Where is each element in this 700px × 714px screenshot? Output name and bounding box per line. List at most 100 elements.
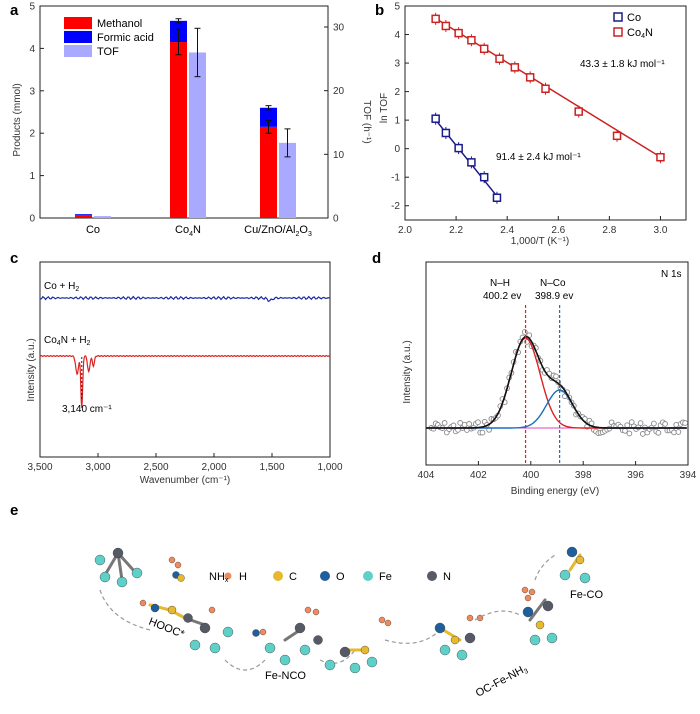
panel-b-plot: 2.0 2.2 2.4 2.6 2.8 3.0 -2 -1 0 1 2 3 4 5 bbox=[391, 2, 687, 236]
data-point-co4n bbox=[441, 21, 451, 31]
atom-fe bbox=[439, 644, 451, 656]
panel-b-ytick-label: 2 bbox=[394, 87, 400, 98]
panel-c: c 3,500 3,000 2,500 2,000 1,500 1,000 Intensi… bbox=[10, 250, 343, 486]
data-point-co4n bbox=[656, 152, 665, 162]
panel-d-frame bbox=[425, 261, 689, 466]
atom-fe bbox=[579, 572, 591, 584]
panel-a-ytick-label: 3 bbox=[29, 86, 35, 97]
panel-e-label: e bbox=[10, 502, 18, 519]
atom-n bbox=[183, 613, 193, 623]
atom-o bbox=[150, 603, 160, 613]
panel-c-label: c bbox=[10, 250, 18, 267]
atom-o bbox=[434, 622, 446, 634]
data-point bbox=[475, 419, 481, 426]
atom-h bbox=[524, 594, 532, 602]
label-fe-co: Fe-CO bbox=[570, 589, 603, 601]
label-fe-nco: Fe-NCO bbox=[265, 670, 306, 682]
atom-fe bbox=[299, 644, 311, 656]
atom-fe bbox=[456, 649, 468, 661]
legend-atom-label-n: N bbox=[443, 571, 451, 583]
atom-c bbox=[535, 620, 545, 630]
data-point-co4n bbox=[574, 107, 583, 116]
atom-h bbox=[304, 606, 312, 614]
atom-c bbox=[360, 645, 370, 655]
panel-b-xtick-label: 3.0 bbox=[654, 225, 668, 236]
legend-atom-n bbox=[427, 571, 437, 581]
legend-atom-h bbox=[224, 572, 232, 580]
data-point bbox=[626, 430, 633, 437]
spectrum-co-h2 bbox=[39, 295, 330, 303]
legend-atom-fe bbox=[363, 571, 373, 581]
label-co-h2: Co + H2 bbox=[44, 281, 79, 293]
panel-d-xtick-label: 404 bbox=[418, 470, 435, 481]
bond bbox=[528, 598, 547, 622]
legend-swatch-tof bbox=[64, 45, 92, 57]
legend-label-co: Co bbox=[627, 12, 641, 24]
panel-b-ylabel: ln TOF bbox=[379, 93, 390, 123]
fit-envelope bbox=[426, 335, 687, 429]
panel-e: e H C O Fe N HOOC* NHx Fe-NCO OC-Fe-NH3 Fe-C… bbox=[10, 502, 603, 700]
panel-d-xtick-label: 400 bbox=[522, 470, 539, 481]
panel-a-xtick-label: Co4N bbox=[175, 224, 201, 238]
data-point-co bbox=[454, 143, 463, 153]
annotation-co-ea: 91.4 ± 2.4 kJ mol⁻¹ bbox=[496, 152, 581, 163]
atom-fe bbox=[116, 576, 128, 588]
legend-label-methanol: Methanol bbox=[97, 18, 142, 30]
panel-c-xtick-label: 2,000 bbox=[201, 462, 226, 473]
panel-e-legend: H C O Fe N bbox=[224, 571, 451, 583]
atom-h bbox=[208, 606, 216, 614]
data-point bbox=[622, 427, 628, 434]
panel-b-ytick-label: 1 bbox=[394, 116, 400, 127]
atom-fe bbox=[279, 654, 291, 666]
panel-b-xlabel: 1,000/T (K⁻¹) bbox=[511, 236, 569, 247]
panel-a-xtick-label: Cu/ZnO/Al2O3 bbox=[244, 224, 312, 238]
atom-h bbox=[521, 586, 529, 594]
label-oc-fe-nh3: OC-Fe-NH3 bbox=[474, 662, 530, 700]
panel-c-ylabel: Intensity (a.u.) bbox=[26, 338, 37, 401]
data-point-co4n bbox=[467, 35, 476, 45]
atom-h bbox=[139, 599, 147, 607]
label-nhx-sub: x bbox=[225, 577, 229, 584]
panel-a-xtick-label: Co bbox=[86, 224, 100, 236]
bar-methanol bbox=[260, 126, 277, 218]
legend-label-tof: TOF bbox=[97, 46, 119, 58]
atom-fe bbox=[349, 662, 361, 674]
data-point-co4n bbox=[510, 63, 520, 72]
legend-marker-co4n bbox=[613, 27, 623, 37]
arrow-step6 bbox=[534, 554, 556, 581]
atom-h bbox=[466, 614, 474, 622]
panel-c-xtick-label: 3,500 bbox=[27, 462, 52, 473]
panel-d-xlabel: Binding energy (eV) bbox=[511, 486, 599, 497]
data-point-co4n bbox=[525, 73, 535, 82]
panel-c-frame bbox=[39, 261, 331, 458]
atom-n bbox=[542, 600, 554, 612]
bar-tof bbox=[189, 52, 206, 219]
panel-a-y2tick-label: 0 bbox=[333, 214, 339, 225]
atom-fe bbox=[264, 642, 276, 654]
atom-fe bbox=[222, 626, 234, 638]
legend-atom-o bbox=[320, 571, 330, 581]
atom-n bbox=[313, 635, 323, 645]
panel-c-xtick-label: 1,500 bbox=[259, 462, 284, 473]
data-point-co bbox=[431, 114, 440, 123]
data-point bbox=[682, 420, 688, 426]
data-point-co4n bbox=[541, 84, 550, 93]
peak-value-nh: 400.2 ev bbox=[483, 291, 521, 302]
data-point bbox=[461, 421, 468, 428]
data-point-co bbox=[467, 158, 476, 167]
panel-a-y2tick-label: 10 bbox=[333, 150, 345, 161]
panel-b-ytick-label: -1 bbox=[391, 173, 400, 184]
data-point-co bbox=[441, 128, 451, 138]
panel-c-xtick-label: 3,000 bbox=[85, 462, 110, 473]
panel-d-label: d bbox=[372, 250, 381, 267]
data-point bbox=[466, 421, 472, 427]
atom-fe bbox=[94, 554, 106, 566]
bar-tof bbox=[94, 216, 111, 218]
data-point bbox=[651, 420, 657, 427]
panel-c-plot: 3,500 3,000 2,500 2,000 1,500 1,000 bbox=[27, 261, 343, 473]
panel-d-xtick-label: 396 bbox=[627, 470, 644, 481]
panel-a: a 0 1 2 3 4 5 0 10 20 30 Co Co4N Cu/ZnO/Al2O3 Methan… bbox=[10, 2, 372, 239]
atom-c bbox=[450, 635, 460, 645]
atom-n bbox=[294, 622, 306, 634]
legend-atom-label-h: H bbox=[239, 571, 247, 583]
